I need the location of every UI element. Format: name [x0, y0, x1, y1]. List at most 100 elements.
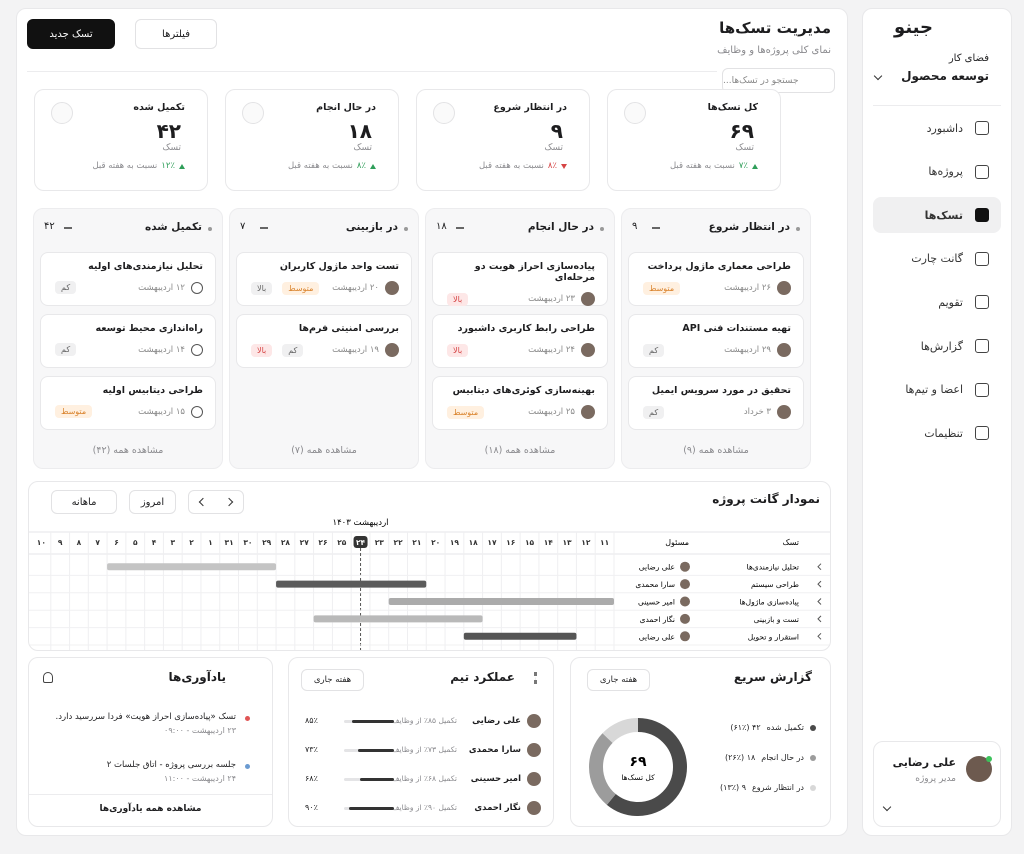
bell-icon[interactable] [43, 672, 53, 683]
member-note: تکمیل ۹۰٪ از وظایف [391, 803, 457, 812]
task-card[interactable]: طراحی معماری ماژول پرداخت ۲۶ اردیبهشت متوس… [628, 252, 804, 306]
today-cell [353, 536, 368, 548]
legend-value: ۹ (۱۳٪) [720, 783, 746, 792]
member-avatar [527, 801, 541, 815]
user-name: علی رضایی [892, 756, 956, 769]
task-meta: ۲۴ اردیبهشت بالا [443, 343, 595, 357]
donut-segment [589, 718, 687, 816]
priority-tag: متوسط [282, 281, 320, 295]
priority-tag: کم [55, 281, 77, 294]
nav-label: تنظیمات [924, 426, 963, 440]
stat-note: نسبت به هفته قبل [92, 161, 158, 171]
gantt-bar [313, 615, 483, 623]
assignee-avatar [385, 281, 399, 295]
new-task-button[interactable]: تسک جدید [27, 19, 115, 49]
trend-arrow [179, 163, 185, 169]
day-label: ۲۱ [412, 538, 421, 547]
column-add[interactable] [64, 227, 72, 229]
task-card[interactable]: بررسی امنیتی فرم‌ها ۱۹ اردیبهشت کم بالا [236, 314, 412, 368]
column-add[interactable] [456, 227, 464, 229]
stat-value: ۱۸ [347, 119, 372, 143]
user-card[interactable]: علی رضایی مدیر پروژه [873, 741, 1001, 827]
stat-card: تکمیل شده ۴۲ تسک ۱۲٪ نسبت به هفته قبل [34, 89, 208, 191]
day-label: ۲۸ [281, 538, 291, 547]
owner-avatar [680, 596, 690, 607]
task-card[interactable]: تهیه مستندات فنی API ۲۹ اردیبهشت کم [628, 314, 804, 368]
view-all[interactable]: مشاهده همه (۷) [291, 445, 357, 456]
nav-item[interactable]: داشبورد [873, 110, 1001, 146]
task-date: ۲۳ اردیبهشت [528, 294, 575, 304]
donut: ۶۹ کل تسک‌ها [589, 718, 687, 816]
nav-item[interactable]: گزارش‌ها [873, 328, 1001, 364]
progress-bar [351, 720, 394, 723]
task-card[interactable]: تحلیل نیازمندی‌های اولیه ۱۲ اردیبهشت کم [40, 252, 216, 306]
assignee-avatar [581, 343, 595, 357]
column-dot [404, 227, 408, 231]
nav-arrows[interactable] [188, 490, 244, 514]
stat-change-row: ۱۲٪ نسبت به هفته قبل [57, 161, 185, 171]
today-button[interactable]: امروز [129, 490, 176, 514]
legend-name: تکمیل شده [766, 723, 804, 732]
view-select[interactable]: ماهانه [51, 490, 117, 514]
owner-name: علی رضایی [639, 563, 675, 572]
assignee-avatar [777, 405, 791, 419]
column-add[interactable] [260, 227, 268, 229]
day-label: ۸ [77, 538, 82, 547]
priority-tag: متوسط [55, 405, 93, 418]
task-date: ۲۴ اردیبهشت [528, 345, 575, 355]
legend-item: تکمیل شده ۴۲ (۶۱٪) [730, 723, 816, 732]
column-add[interactable] [652, 227, 660, 229]
day-label: ۲۶ [318, 538, 327, 547]
task-meta: ۲۶ اردیبهشت متوسط [639, 281, 791, 295]
header-divider [27, 71, 717, 72]
period-label: هفته جاری [599, 675, 638, 685]
stat-icon [433, 102, 455, 124]
task-card[interactable]: تست واحد ماژول کاربران ۲۰ اردیبهشت متوسط با… [236, 252, 412, 306]
nav-item[interactable]: تسک‌ها [873, 197, 1001, 234]
day-label: ۱۸ [469, 538, 479, 547]
period-label: هفته جاری [313, 675, 352, 685]
member-note: تکمیل ۷۳٪ از وظایف [391, 745, 457, 754]
nav-item[interactable]: پروژه‌ها [873, 154, 1001, 190]
task-title: پیاده‌سازی احراز هویت دو مرحله‌ای [474, 261, 595, 283]
trend-arrow [752, 163, 758, 169]
progress-bar [349, 807, 394, 810]
legend-dot [810, 784, 816, 791]
main: مدیریت تسک‌ها نمای کلی پروژه‌ها و وظایف تس… [16, 8, 848, 836]
task-card[interactable]: طراحی رابط کاربری داشبورد ۲۴ اردیبهشت بالا [432, 314, 608, 368]
task-card[interactable]: بهینه‌سازی کوئری‌های دیتابیس ۲۵ اردیبهشت م… [432, 376, 608, 430]
day-label: ۱۷ [487, 538, 497, 547]
progress-track [344, 720, 394, 723]
progress-track [344, 807, 394, 810]
view-all[interactable]: مشاهده همه (۱۸) [484, 445, 556, 456]
search-box[interactable]: جستجو در تسک‌ها... [722, 68, 835, 93]
more-menu[interactable] [534, 672, 537, 684]
stat-icon [51, 102, 73, 124]
task-card[interactable]: طراحی دیتابیس اولیه ۱۵ اردیبهشت متوسط [40, 376, 216, 430]
task-meta: ۱۲ اردیبهشت کم [51, 281, 203, 294]
day-label: ۱۰ [37, 538, 46, 547]
assignee-avatar [777, 343, 791, 357]
view-all[interactable]: مشاهده همه (۴۲) [92, 445, 164, 456]
nav-item[interactable]: اعضا و تیم‌ها [873, 372, 1001, 408]
nav-item[interactable]: تنظیمات [873, 415, 1001, 451]
filter-button[interactable]: فیلترها [135, 19, 217, 49]
workspace-select[interactable]: توسعه محصول [873, 69, 989, 83]
nav-label: اعضا و تیم‌ها [905, 383, 963, 397]
day-label: ۲ [189, 538, 194, 547]
column-title: تکمیل شده [145, 221, 202, 233]
stat-change: ۸٪ [356, 161, 366, 171]
kanban-column: در انتظار شروع ۹ طراحی معماری ماژول پرداخت… [621, 208, 811, 469]
day-label: ۱ [208, 538, 213, 547]
nav-item[interactable]: تقویم [873, 284, 1001, 320]
task-card[interactable]: راه‌اندازی محیط توسعه ۱۴ اردیبهشت کم [40, 314, 216, 368]
period-select[interactable]: هفته جاری [301, 669, 364, 691]
task-card[interactable]: تحقیق در مورد سرویس ایمیل ۳ خرداد کم [628, 376, 804, 430]
reminders-more[interactable]: مشاهده همه یادآوری‌ها [99, 804, 202, 814]
period-select[interactable]: هفته جاری [587, 669, 650, 691]
owner-name: سارا محمدی [635, 580, 675, 589]
member-note: تکمیل ۶۸٪ از وظایف [391, 774, 457, 783]
view-all[interactable]: مشاهده همه (۹) [683, 445, 749, 456]
nav-item[interactable]: گانت چارت [873, 241, 1001, 277]
task-card[interactable]: پیاده‌سازی احراز هویت دو مرحله‌ای ۲۳ اردی… [432, 252, 608, 306]
